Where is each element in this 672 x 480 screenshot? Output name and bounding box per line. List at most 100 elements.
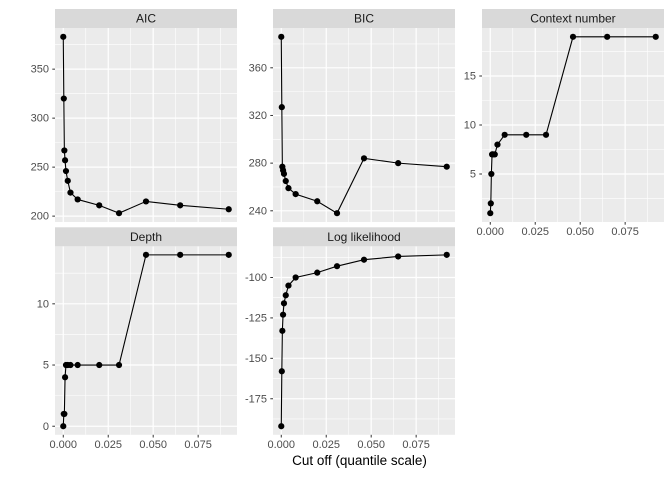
data-point xyxy=(67,189,74,196)
x-tick-label: 0.025 xyxy=(312,439,340,451)
grid-minor xyxy=(55,246,237,435)
data-point xyxy=(282,177,289,185)
data-point xyxy=(292,274,299,281)
x-tick-label: 0.025 xyxy=(521,226,549,238)
y-tick-label: 300 xyxy=(31,113,49,125)
y-tick-label: 15 xyxy=(464,71,476,83)
y-tick-label: 350 xyxy=(31,64,49,76)
y-tick-label: 10 xyxy=(464,120,476,132)
y-tick-label: 250 xyxy=(31,162,49,174)
x-tick-label: 0.050 xyxy=(357,439,385,451)
data-point xyxy=(292,191,299,198)
data-point xyxy=(314,269,321,276)
data-point xyxy=(67,361,74,369)
data-point xyxy=(280,170,288,177)
data-point xyxy=(395,160,402,167)
x-tick-label: 0.000 xyxy=(50,439,78,451)
data-point xyxy=(282,292,289,299)
data-points xyxy=(278,33,450,217)
data-point xyxy=(542,131,550,138)
data-point xyxy=(333,263,341,270)
data-points xyxy=(487,33,659,217)
data-point xyxy=(115,210,123,217)
data-point xyxy=(279,327,286,334)
data-point xyxy=(61,147,68,154)
x-tick-label: 0.025 xyxy=(94,439,122,451)
data-point xyxy=(60,95,67,102)
data-point xyxy=(177,251,184,258)
grid-major xyxy=(55,28,237,222)
data-point xyxy=(278,33,285,40)
grid-major xyxy=(273,28,455,222)
data-point xyxy=(443,163,450,170)
data-point xyxy=(604,33,611,40)
data-point xyxy=(61,374,69,381)
y-tick-label: 200 xyxy=(31,211,49,223)
data-point xyxy=(96,361,103,369)
y-tick-label: 5 xyxy=(43,360,49,372)
data-point xyxy=(61,410,68,418)
data-point xyxy=(280,300,288,307)
facet-context-number: 5 10 15 0.000 0.025 0.050 0.075 Context number xyxy=(464,9,664,238)
strip-title: BIC xyxy=(354,12,374,26)
data-point xyxy=(491,151,498,158)
data-point xyxy=(360,155,368,162)
data-point xyxy=(285,185,292,192)
data-point xyxy=(278,104,285,111)
strip-background xyxy=(273,227,455,247)
data-point xyxy=(177,202,184,209)
data-point xyxy=(225,251,232,258)
facet-aic: 200 250 300 350 AIC xyxy=(31,9,237,223)
data-point xyxy=(501,131,508,138)
facet-bic: 240 280 320 360 BIC xyxy=(249,9,455,222)
strip-title: Depth xyxy=(130,230,162,244)
data-point xyxy=(64,177,71,184)
y-tick-label: 280 xyxy=(249,158,267,170)
x-tick-label: 0.000 xyxy=(268,439,296,451)
data-point xyxy=(487,210,494,217)
data-point xyxy=(279,311,287,318)
grid-major xyxy=(482,28,664,222)
data-point xyxy=(62,167,70,175)
data-points xyxy=(278,251,450,430)
data-point xyxy=(360,256,368,263)
data-point xyxy=(142,251,150,258)
y-tick-label: -175 xyxy=(245,393,267,405)
y-tick-label: 240 xyxy=(249,205,267,217)
y-tick-label: 5 xyxy=(470,169,476,181)
strip-background xyxy=(482,9,664,28)
y-tick-label: -150 xyxy=(245,353,267,365)
facet-depth: 0 5 10 0.000 0.025 0.050 0.075 Depth xyxy=(37,227,237,451)
y-tick-label: 0 xyxy=(43,421,49,433)
data-points xyxy=(60,251,232,430)
data-point xyxy=(494,141,501,148)
x-tick-label: 0.050 xyxy=(566,226,594,238)
strip-background xyxy=(273,9,455,28)
y-tick-label: 360 xyxy=(249,62,267,74)
data-point xyxy=(74,196,81,203)
data-point xyxy=(488,170,495,178)
data-point xyxy=(225,206,232,213)
data-point xyxy=(285,282,292,289)
facet-log-likelihood: -175 -150 -125 -100 0.000 0.025 0.050 0.075 Log … xyxy=(245,227,455,451)
strip-title: Log likelihood xyxy=(327,230,400,244)
y-tick-label: 10 xyxy=(37,298,49,310)
data-point xyxy=(333,210,341,217)
grid-minor xyxy=(273,28,455,222)
panel-background xyxy=(273,246,455,435)
data-point xyxy=(314,198,321,205)
data-point xyxy=(523,131,530,138)
panel-background xyxy=(273,28,455,222)
data-point xyxy=(115,361,123,369)
data-points xyxy=(60,33,232,217)
strip-background xyxy=(55,227,237,247)
grid-minor xyxy=(55,28,237,222)
data-point xyxy=(96,202,103,209)
panel-background xyxy=(55,246,237,435)
y-tick-label: 320 xyxy=(249,110,267,122)
x-tick-label: 0.075 xyxy=(402,439,430,451)
data-point xyxy=(61,157,69,164)
data-point xyxy=(487,200,494,207)
